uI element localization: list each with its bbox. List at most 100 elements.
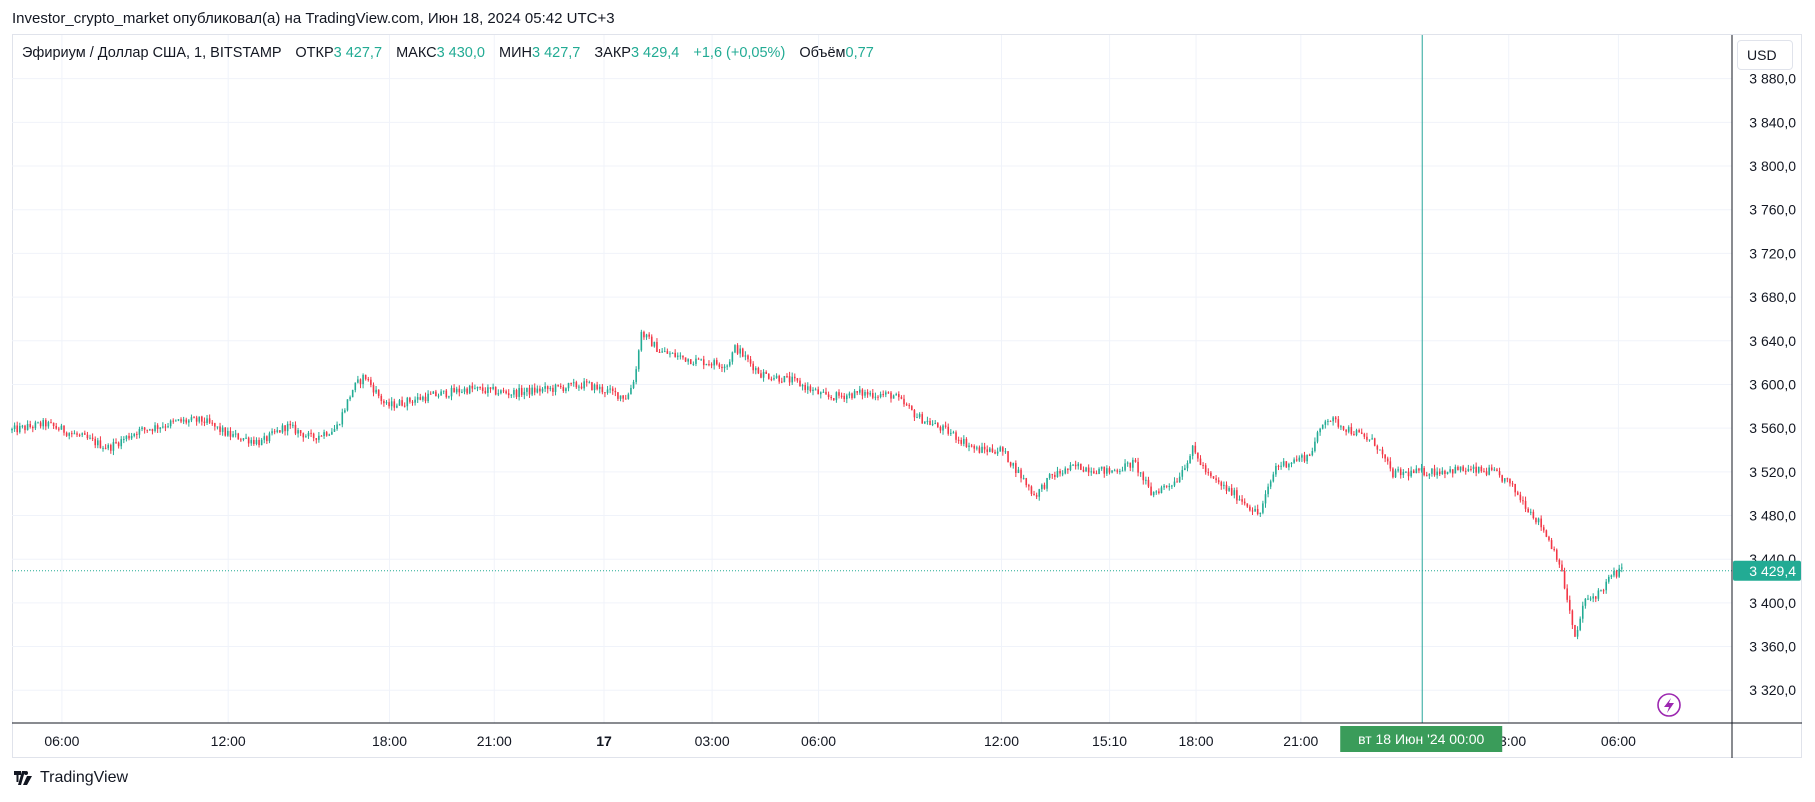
- candle-body: [996, 451, 999, 454]
- candle-body: [989, 448, 991, 452]
- candle-body: [562, 387, 565, 391]
- currency-button[interactable]: USD: [1737, 40, 1793, 70]
- candle-body: [715, 360, 718, 365]
- candle-body: [783, 375, 786, 383]
- candle-body: [34, 422, 37, 429]
- candle-body: [133, 433, 136, 436]
- candle-body: [554, 384, 557, 392]
- candle-body: [533, 387, 536, 393]
- candle-body: [1488, 467, 1490, 475]
- candle-body: [1550, 540, 1553, 550]
- candle-body: [1259, 512, 1262, 515]
- candle-body: [268, 433, 271, 442]
- candle-body: [718, 364, 721, 367]
- candle-body: [1295, 459, 1298, 461]
- candle-body: [182, 419, 185, 422]
- candle-body: [437, 395, 440, 397]
- candle-body: [211, 422, 214, 424]
- candle-body: [643, 331, 645, 338]
- candle-body: [809, 386, 812, 391]
- candle-body: [1425, 475, 1428, 477]
- candle-body: [726, 365, 728, 367]
- candle-body: [341, 412, 344, 425]
- candle-body: [877, 396, 879, 398]
- time-tick-label: 21:00: [477, 733, 512, 749]
- candle-body: [1106, 468, 1108, 474]
- candle-body: [380, 395, 383, 401]
- candle-body: [185, 419, 188, 423]
- candle-body: [900, 397, 903, 399]
- candle-body: [671, 352, 674, 354]
- candle-body: [1264, 494, 1267, 504]
- candle-body: [1358, 430, 1360, 433]
- candle-body: [1215, 478, 1217, 481]
- candle-body: [1181, 469, 1184, 477]
- candle-body: [1496, 469, 1498, 472]
- candle-body: [856, 391, 859, 393]
- candle-body: [549, 387, 552, 390]
- candle-body: [1431, 468, 1433, 474]
- legend-close-label: ЗАКР: [594, 45, 631, 61]
- candle-body: [859, 389, 861, 393]
- candle-body: [1329, 420, 1332, 422]
- candle-body: [1007, 451, 1009, 463]
- candle-body: [1355, 430, 1358, 436]
- time-tick-label: 06:00: [1601, 733, 1636, 749]
- candle-body: [76, 433, 78, 435]
- candle-body: [853, 391, 856, 399]
- lightning-icon[interactable]: [1657, 693, 1681, 717]
- candle-body: [637, 350, 640, 370]
- candle-body: [541, 388, 544, 392]
- candle-body: [474, 388, 476, 390]
- candle-body: [1610, 575, 1613, 577]
- candle-body: [357, 379, 359, 383]
- candle-body: [292, 424, 294, 426]
- candle-body: [115, 442, 117, 444]
- candle-body: [1459, 466, 1462, 471]
- candle-body: [588, 382, 591, 384]
- candle-body: [52, 422, 55, 427]
- candle-body: [546, 386, 549, 390]
- candle-body: [882, 394, 885, 396]
- candle-body: [1020, 469, 1022, 479]
- candle-body: [1467, 468, 1470, 472]
- candle-body: [1085, 467, 1087, 472]
- candle-body: [1620, 567, 1623, 569]
- candle-body: [669, 353, 671, 355]
- candle-body: [645, 334, 648, 338]
- candle-body: [1212, 476, 1215, 479]
- candle-body: [1017, 469, 1020, 474]
- candle-body: [1342, 426, 1345, 430]
- candle-body: [307, 432, 310, 437]
- candle-body: [632, 381, 635, 388]
- candle-body: [591, 382, 593, 391]
- candle-body: [338, 424, 341, 426]
- candle-body: [1269, 481, 1272, 487]
- candle-body: [757, 368, 760, 374]
- candle-body: [1116, 470, 1119, 472]
- candle-body: [237, 433, 240, 440]
- candle-body: [890, 392, 892, 399]
- candle-body: [481, 387, 484, 391]
- candle-body: [489, 387, 492, 389]
- candle-body: [1535, 518, 1537, 523]
- candle-body: [1615, 571, 1618, 577]
- candle-body: [1228, 488, 1230, 491]
- candle-body: [1056, 471, 1059, 477]
- candle-body: [458, 388, 461, 393]
- candle-body: [1108, 468, 1111, 473]
- candle-body: [1542, 527, 1545, 531]
- price-tick-label: 3 480,0: [1749, 508, 1796, 524]
- candle-body: [1301, 455, 1303, 458]
- candle-body: [1243, 501, 1246, 504]
- candle-body: [1048, 474, 1051, 478]
- candle-body: [141, 427, 143, 430]
- candle-body: [164, 426, 167, 428]
- candle-body: [1568, 599, 1571, 611]
- candle-body: [994, 451, 996, 454]
- candle-body: [872, 393, 874, 398]
- candle-body: [1607, 576, 1610, 582]
- candle-body: [177, 419, 180, 421]
- candle-body: [167, 426, 169, 428]
